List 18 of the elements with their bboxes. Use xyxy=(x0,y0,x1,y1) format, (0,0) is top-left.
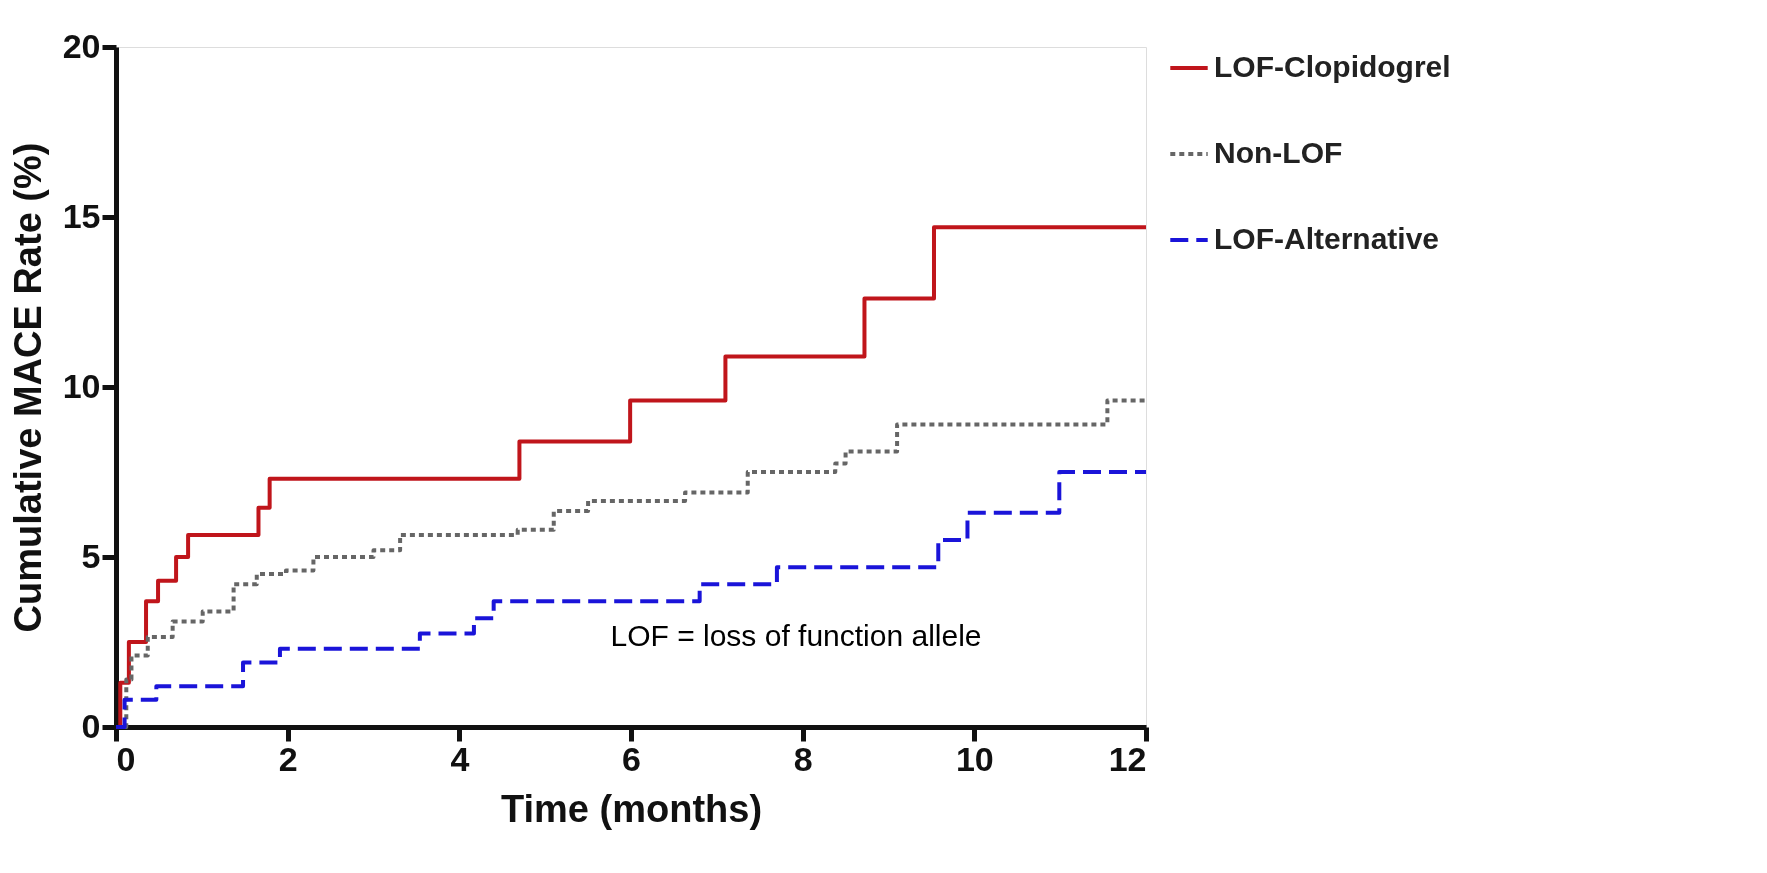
y-tick-label: 15 xyxy=(62,196,101,235)
y-tick-label: 10 xyxy=(62,366,101,405)
x-tick-label: 4 xyxy=(450,739,470,778)
legend-label: LOF-Alternative xyxy=(1214,222,1440,255)
legend-label: Non-LOF xyxy=(1214,136,1343,169)
x-tick-label: 6 xyxy=(622,739,641,778)
x-tick-label: 0 xyxy=(116,739,136,778)
x-tick-label: 10 xyxy=(955,739,994,778)
y-tick-label: 0 xyxy=(81,706,101,745)
annotation: LOF = loss of function allele xyxy=(610,619,982,652)
x-tick-label: 2 xyxy=(278,739,298,778)
y-tick-label: 5 xyxy=(81,536,101,575)
x-tick-label: 8 xyxy=(793,739,813,778)
x-axis-title: Time (months) xyxy=(500,787,763,830)
legend-label: LOF-Clopidogrel xyxy=(1214,50,1451,83)
y-tick-label: 20 xyxy=(62,26,101,65)
x-tick-label: 12 xyxy=(1108,739,1147,778)
y-axis-title: Cumulative MACE Rate (%) xyxy=(6,142,49,633)
